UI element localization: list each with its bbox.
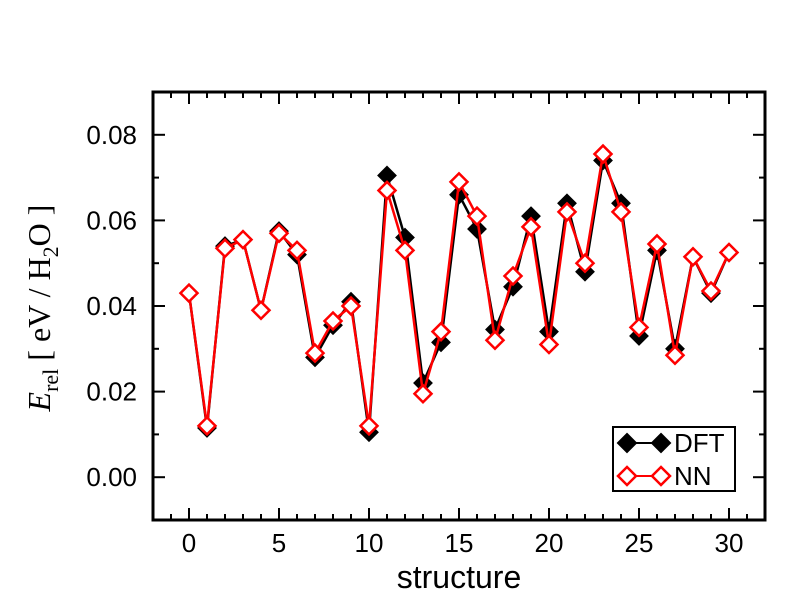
y-axis-unit-open: [ eV / H	[21, 257, 57, 360]
data-point-nn	[340, 295, 362, 317]
data-point-nn	[430, 321, 452, 342]
data-point-nn	[682, 246, 704, 268]
data-point-nn	[574, 252, 596, 274]
y-axis-unit-subscript: 2	[38, 246, 63, 257]
data-point-nn	[466, 205, 488, 227]
legend-dft-marker-right	[650, 432, 672, 454]
data-point-nn	[700, 280, 722, 302]
data-point-nn	[646, 233, 668, 255]
y-tick-label: 0.04	[86, 291, 137, 321]
data-point-nn	[394, 240, 416, 261]
data-point-nn	[304, 342, 326, 364]
data-point-nn	[610, 201, 632, 223]
plot-layer	[178, 143, 740, 443]
y-axis-unit-close: O ]	[21, 205, 57, 247]
legend-nn-marker-left	[616, 465, 638, 487]
data-point-nn	[484, 329, 506, 351]
data-point-nn	[232, 229, 254, 250]
data-point-nn	[214, 237, 236, 259]
legend: DFT NN	[612, 426, 736, 492]
x-tick-label: 15	[445, 528, 474, 558]
data-point-nn	[196, 415, 218, 437]
y-tick-label: 0.06	[86, 205, 137, 235]
data-point-nn	[178, 282, 200, 304]
y-axis-symbol-subscript: rel	[38, 369, 63, 392]
x-tick-label: 0	[182, 528, 196, 558]
x-tick-label: 30	[715, 528, 744, 558]
data-point-nn	[286, 240, 308, 261]
x-tick-label: 5	[272, 528, 286, 558]
data-point-nn	[538, 334, 560, 355]
y-axis-title: Erel [ eV / H2O ]	[21, 205, 63, 413]
legend-entry-dft: DFT	[616, 428, 725, 458]
data-point-nn	[448, 171, 470, 193]
legend-nn-marker-right	[650, 465, 672, 487]
x-tick-label: 25	[625, 528, 654, 558]
data-point-nn	[358, 415, 380, 437]
legend-nn-label: NN	[674, 461, 712, 491]
data-point-nn	[718, 242, 740, 263]
legend-dft-label: DFT	[674, 428, 725, 458]
x-axis-title: structure	[397, 559, 521, 595]
data-point-nn	[412, 383, 434, 405]
y-tick-label: 0.00	[86, 462, 137, 492]
data-point-nn	[592, 143, 614, 165]
y-tick-label: 0.08	[86, 120, 137, 150]
data-point-nn	[250, 300, 272, 321]
data-point-nn	[502, 265, 524, 287]
y-axis-symbol: E	[21, 391, 57, 412]
svg-text:Erel[ eV / H2O ]: Erel [ eV / H2O ]	[21, 205, 63, 413]
data-point-dft	[467, 219, 487, 239]
data-point-nn	[628, 317, 650, 338]
axes-layer: 0 5 10 15 20 25 30 0.00 0.02 0.04 0.06 0.08	[86, 90, 767, 558]
legend-entry-nn: NN	[616, 461, 712, 491]
legend-dft-marker-left	[616, 432, 638, 454]
data-point-nn	[376, 180, 398, 201]
data-point-nn	[322, 310, 344, 332]
x-tick-label: 20	[535, 528, 564, 558]
data-point-nn	[556, 201, 578, 223]
data-point-nn	[268, 222, 290, 244]
data-point-nn	[664, 344, 686, 366]
y-tick-label: 0.02	[86, 377, 137, 407]
data-point-nn	[520, 216, 542, 238]
x-tick-label: 10	[355, 528, 384, 558]
